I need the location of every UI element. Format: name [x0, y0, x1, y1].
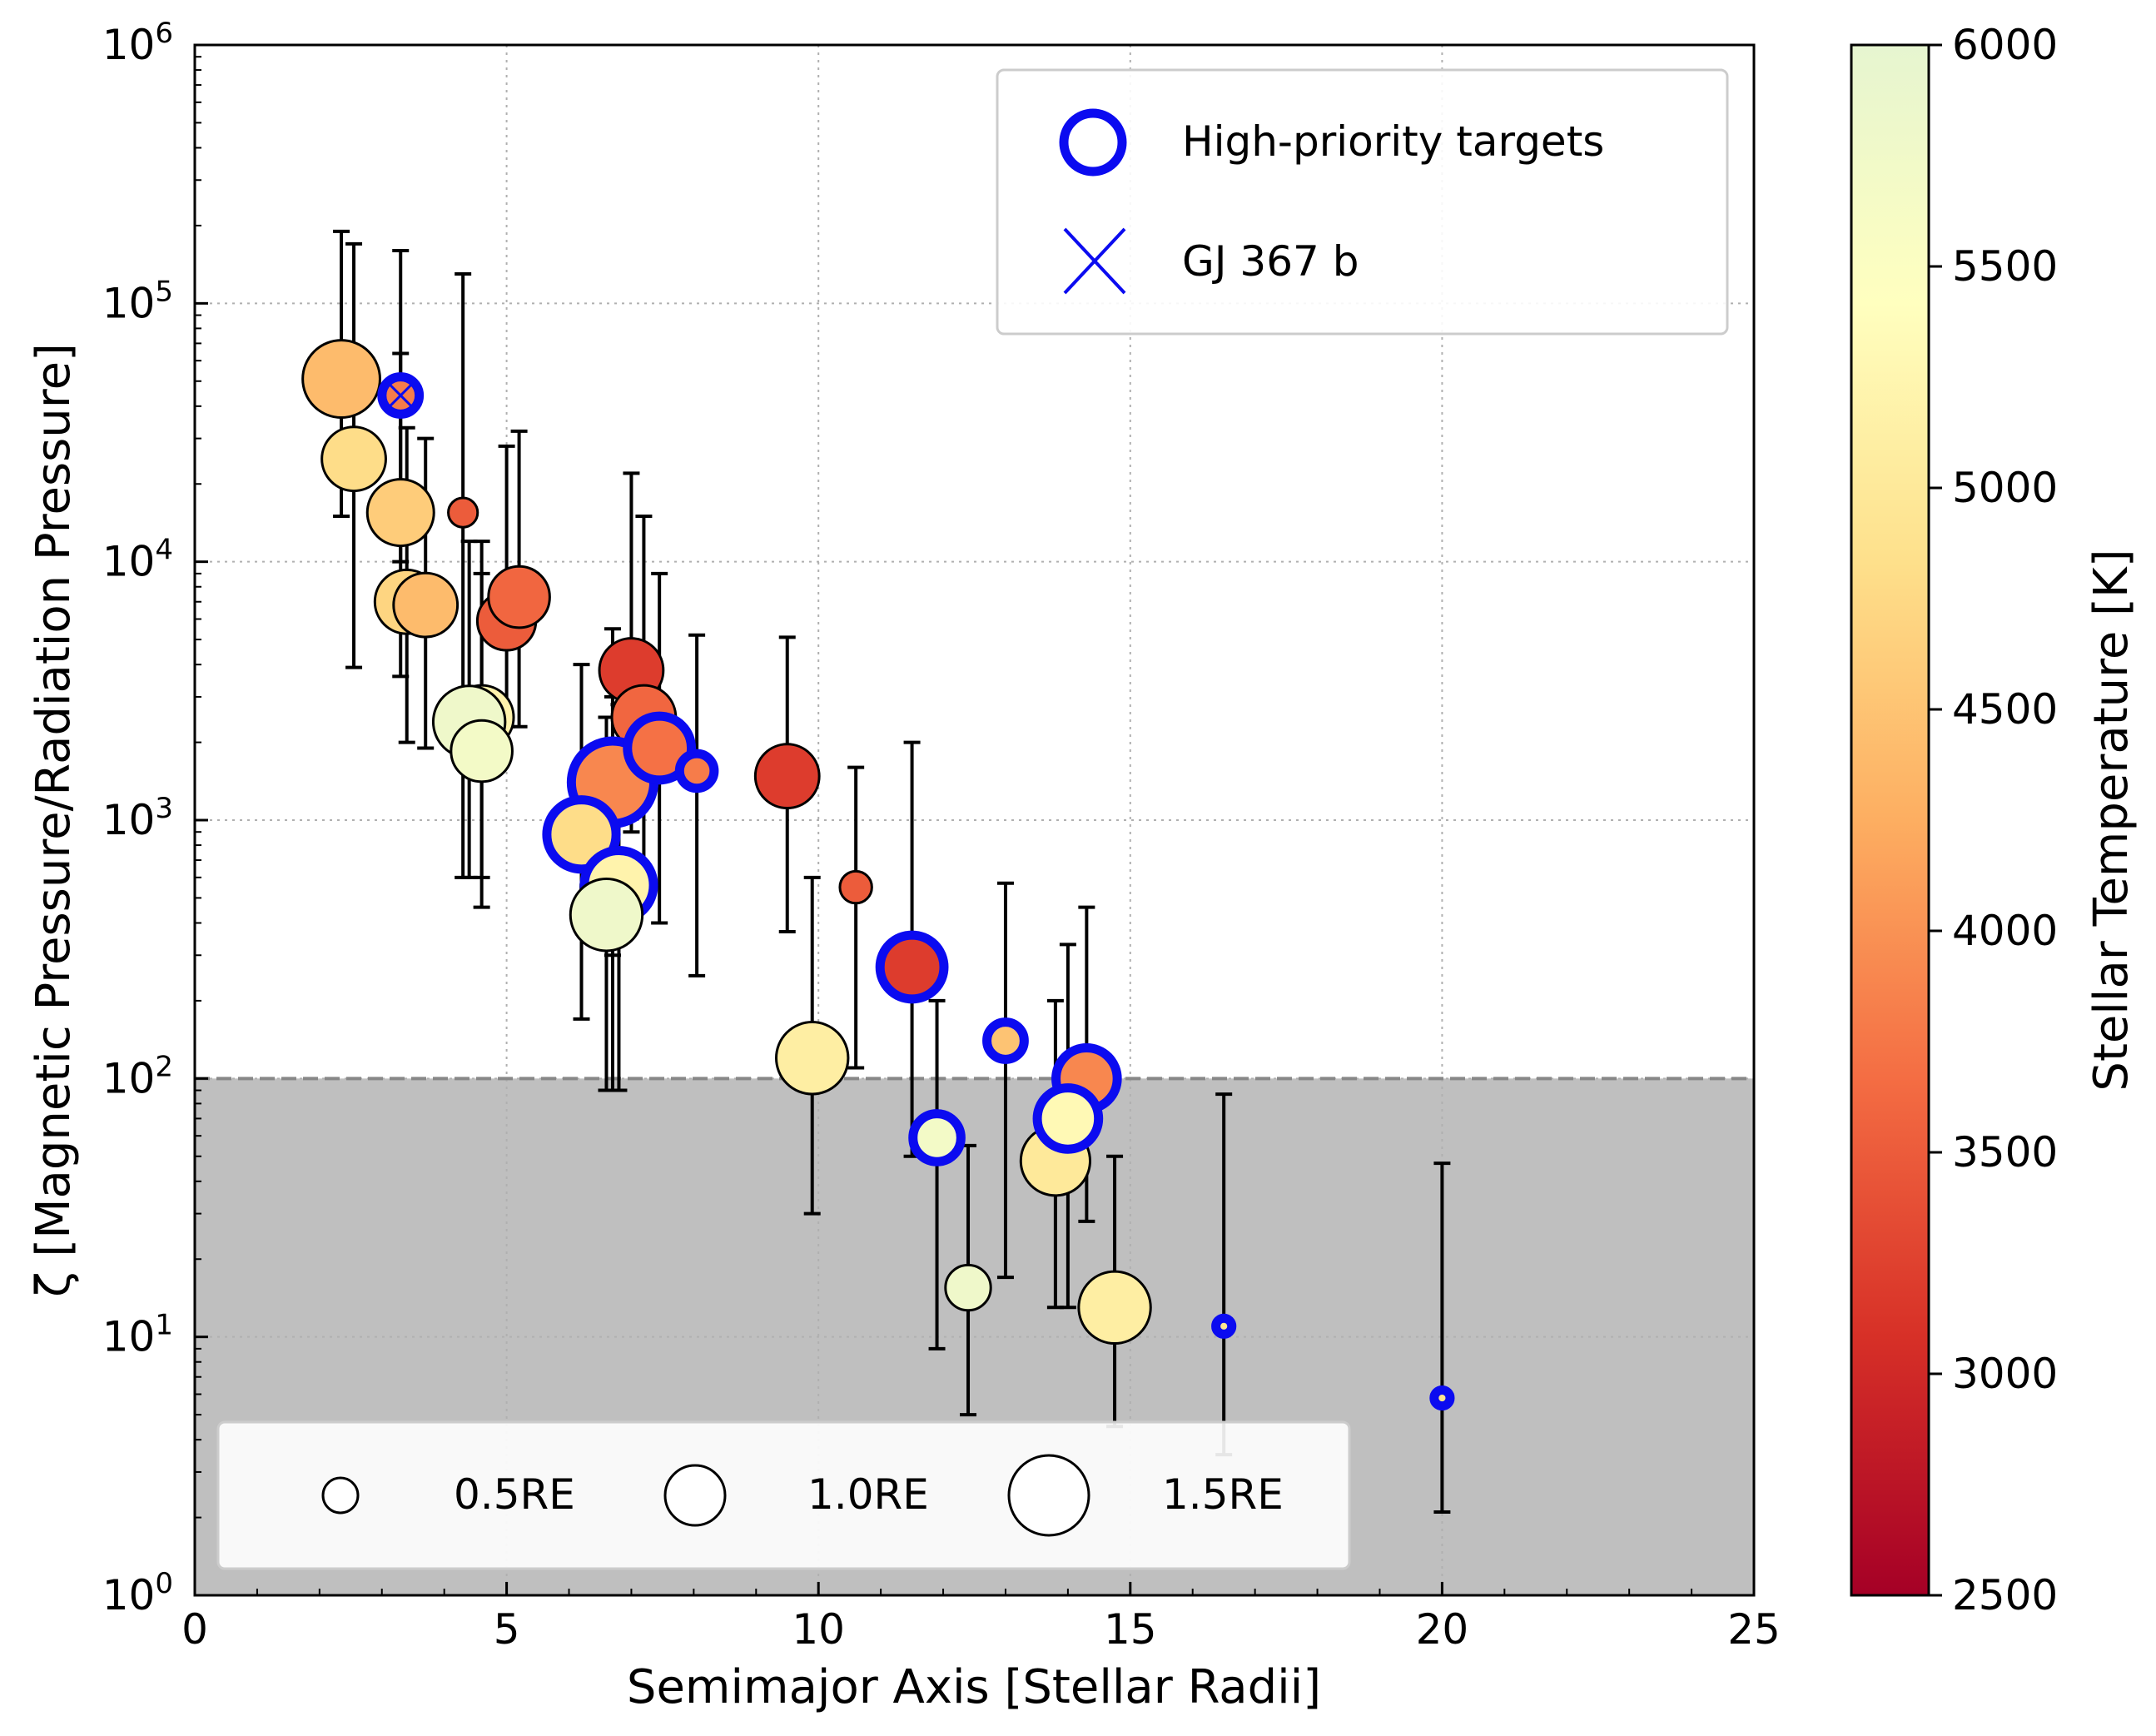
data-point: [365, 478, 435, 548]
data-point: [944, 1263, 992, 1312]
x-tick-label: 0: [181, 1605, 208, 1654]
gj367-marker: [385, 380, 416, 411]
y-tick-label: 104: [102, 534, 173, 586]
x-tick-label: 20: [1416, 1605, 1469, 1654]
high-priority-point: [1032, 1083, 1104, 1154]
colorbar-tick-label: 5500: [1952, 242, 2058, 291]
colorbar-tick-label: 5000: [1952, 464, 2058, 512]
high-priority-point: [674, 749, 719, 793]
size-legend-label-medium: 1.0RE: [807, 1470, 929, 1519]
colorbar-tick-label: 4500: [1952, 685, 2058, 734]
x-tick-label: 15: [1104, 1605, 1157, 1654]
colorbar-tick-label: 6000: [1952, 21, 2058, 69]
data-point: [450, 719, 514, 783]
data-point: [838, 869, 873, 905]
size-legend-marker-large: [1007, 1454, 1090, 1537]
x-tick-label: 10: [792, 1605, 845, 1654]
high-priority-point: [875, 930, 949, 1004]
data-point: [487, 565, 551, 629]
data-point: [753, 743, 821, 810]
colorbar-tick-label: 3000: [1952, 1350, 2058, 1398]
data-point: [320, 425, 387, 493]
size-legend: 0.5RE 1.0RE 1.5RE: [216, 1420, 1351, 1570]
data-point: [447, 496, 479, 529]
colorbar-gradient: [1850, 43, 1930, 1597]
legend-high-priority-label: High-priority targets: [1182, 117, 1604, 166]
data-point: [301, 339, 381, 419]
colorbar-tick-label: 4000: [1952, 907, 2058, 955]
high-priority-point: [982, 1017, 1029, 1064]
colorbar: 2500 3000 3500 4000 4500 5000 5500 6000 Stellar…: [1850, 21, 2139, 1619]
y-tick-label: 100: [102, 1567, 173, 1619]
y-tick-label: 101: [102, 1309, 173, 1361]
x-axis-label: Semimajor Axis [Stellar Radii]: [627, 1660, 1321, 1714]
data-point: [775, 1021, 850, 1096]
high-priority-point: [623, 711, 697, 785]
y-tick-label: 102: [102, 1050, 173, 1102]
y-axis-label: ζ [Magnetic Pressure/Radiation Pressure]: [27, 343, 81, 1297]
marker-legend-box: [996, 68, 1729, 336]
legend-gj367-label: GJ 367 b: [1182, 237, 1359, 286]
high-priority-point: [1211, 1313, 1237, 1339]
marker-legend: High-priority targets GJ 367 b: [996, 68, 1729, 336]
size-legend-marker-small: [321, 1476, 360, 1515]
legend-gj367-marker: [1063, 227, 1126, 295]
size-legend-label-large: 1.5RE: [1162, 1470, 1284, 1519]
size-legend-label-small: 0.5RE: [454, 1470, 575, 1519]
x-tick-label: 25: [1727, 1605, 1781, 1654]
legend-high-priority-marker: [1059, 108, 1127, 177]
data-point: [1077, 1270, 1152, 1346]
high-priority-point: [1429, 1385, 1455, 1411]
colorbar-tick-label: 2500: [1952, 1571, 2058, 1619]
high-priority-point: [908, 1109, 966, 1166]
colorbar-tick-label: 3500: [1952, 1128, 2058, 1176]
y-tick-label: 105: [102, 275, 173, 327]
y-tick-label: 103: [102, 792, 173, 844]
y-tick-label: 106: [102, 17, 173, 69]
size-legend-marker-medium: [663, 1464, 727, 1527]
x-tick-label: 5: [494, 1605, 520, 1654]
colorbar-label: Stellar Temperature [K]: [2084, 549, 2139, 1091]
data-point: [392, 571, 460, 639]
data-point: [569, 878, 644, 953]
